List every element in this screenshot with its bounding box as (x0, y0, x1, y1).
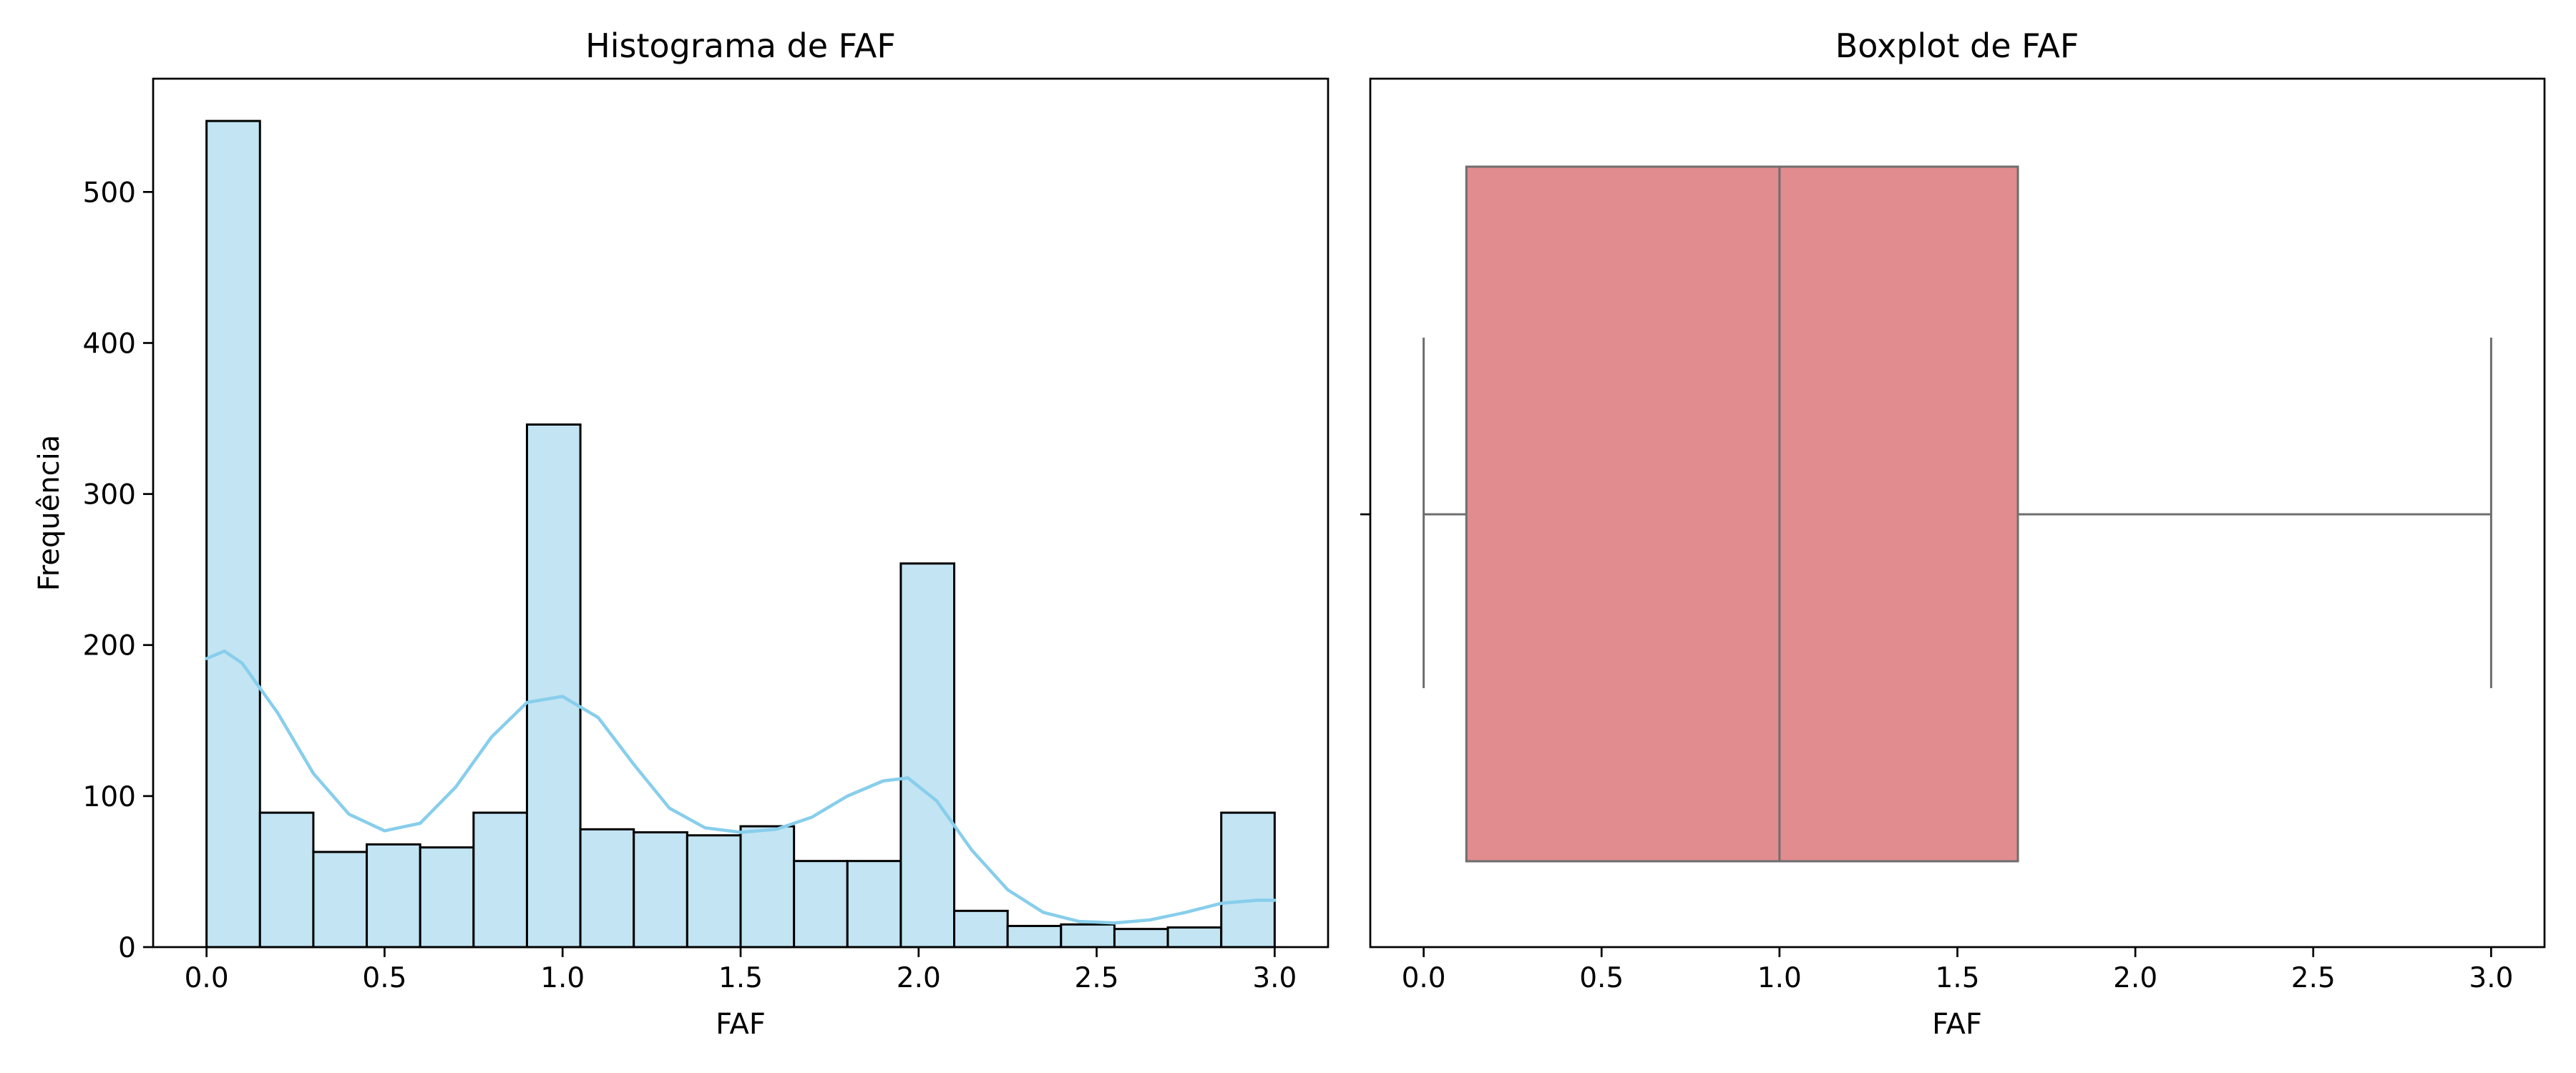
histogram-bar (633, 831, 688, 949)
boxplot-x-tick-label: 2.0 (2113, 962, 2157, 994)
boxplot-title: Boxplot de FAF (1835, 26, 2079, 65)
boxplot-x-tick-label: 0.5 (1579, 962, 1624, 994)
boxplot-x-tick-label: 1.5 (1935, 962, 1979, 994)
boxplot-x-ticks: 0.0 0.5 1.0 1.5 2.0 2.5 3.0 (1402, 947, 2513, 994)
histogram-bars (205, 119, 1276, 949)
histogram-x-tick-label: 1.5 (718, 962, 763, 994)
histogram-bar (579, 828, 635, 949)
boxplot-elements (1423, 165, 2492, 863)
histogram-x-tick-label: 0.5 (362, 962, 406, 994)
histogram-bar (419, 846, 475, 949)
histogram-bar (739, 825, 796, 949)
histogram-bar (953, 909, 1009, 949)
histogram-bar (258, 811, 315, 949)
boxplot-x-tick-label: 2.5 (2291, 962, 2336, 994)
boxplot-x-tick-label: 0.0 (1402, 962, 1446, 994)
histogram-x-tick-label: 1.0 (540, 962, 585, 994)
histogram-x-tick-label: 0.0 (185, 962, 229, 994)
histogram-x-tick-label: 3.0 (1252, 962, 1297, 994)
histogram-bar (1220, 811, 1276, 949)
histogram-y-tick-label: 500 (83, 177, 136, 209)
histogram-y-tick-label: 200 (83, 630, 136, 662)
histogram-title: Histograma de FAF (585, 26, 896, 65)
boxplot-x-tick-label: 1.0 (1757, 962, 1802, 994)
histogram-panel: 0.0 0.5 1.0 1.5 2.0 2.5 3.0 0 100 200 300 400 500 H… (33, 26, 1330, 1041)
histogram-y-tick-label: 300 (83, 479, 136, 511)
boxplot-x-axis-label: FAF (1932, 1008, 1982, 1041)
histogram-x-axis-label: FAF (716, 1008, 766, 1041)
histogram-y-tick-label: 100 (83, 781, 136, 813)
interquartile-box (1465, 165, 2019, 863)
histogram-y-axis-label: Frequência (33, 435, 66, 592)
histogram-x-ticks: 0.0 0.5 1.0 1.5 2.0 2.5 3.0 (185, 947, 1297, 994)
histogram-bar (525, 423, 582, 949)
histogram-bar (1060, 923, 1116, 949)
histogram-y-tick-label: 400 (83, 328, 136, 360)
histogram-bar (1166, 926, 1223, 949)
histogram-y-ticks: 0 100 200 300 400 500 (83, 177, 153, 964)
histogram-x-tick-label: 2.0 (897, 962, 941, 994)
histogram-bar (366, 843, 421, 949)
histogram-bar (472, 811, 528, 949)
histogram-y-tick-label: 0 (118, 932, 136, 964)
histogram-bar (1113, 928, 1169, 949)
histogram-bar (686, 834, 742, 949)
histogram-bar (899, 562, 956, 949)
histogram-bar (793, 860, 849, 949)
histogram-x-tick-label: 2.5 (1075, 962, 1119, 994)
kde-curve (205, 649, 1277, 925)
histogram-bar (205, 119, 261, 949)
boxplot-x-tick-label: 3.0 (2469, 962, 2513, 994)
histogram-bar (312, 851, 369, 949)
histogram-bar (1006, 924, 1063, 949)
boxplot-panel: 0.0 0.5 1.0 1.5 2.0 2.5 3.0 Boxplot de FAF FAF (1360, 26, 2546, 1041)
histogram-bar (846, 860, 902, 949)
